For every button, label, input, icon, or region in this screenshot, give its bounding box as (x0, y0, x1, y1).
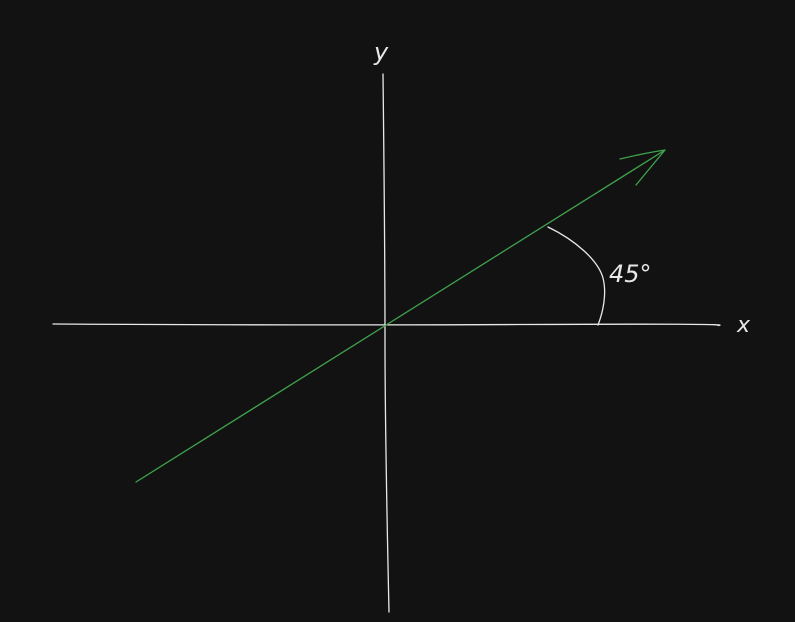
y-axis (382, 73, 390, 613)
vector-arrowhead (619, 149, 666, 186)
vector-line (135, 149, 666, 483)
x-axis (52, 323, 721, 327)
angle-label: 45° (609, 260, 652, 288)
x-axis-label: x (736, 313, 751, 338)
angle-arc (547, 226, 606, 326)
y-axis-label: y (373, 38, 389, 66)
